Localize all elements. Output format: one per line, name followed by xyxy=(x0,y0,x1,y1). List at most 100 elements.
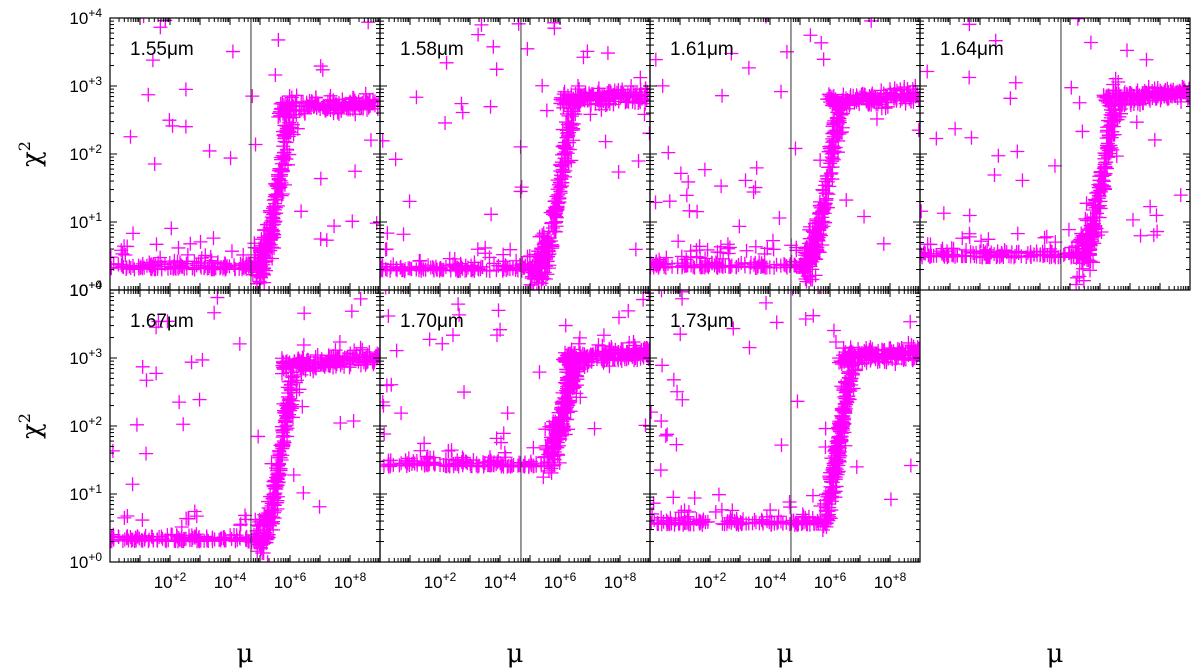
data-point xyxy=(905,353,920,368)
data-point xyxy=(818,421,833,436)
data-point xyxy=(818,440,833,455)
data-point xyxy=(797,264,812,279)
data-point xyxy=(936,206,951,221)
data-point xyxy=(331,350,346,365)
data-point xyxy=(739,243,754,258)
data-point xyxy=(1047,158,1062,173)
data-point xyxy=(698,515,713,530)
data-point xyxy=(402,457,417,472)
data-point xyxy=(217,532,232,547)
data-point xyxy=(801,509,816,524)
data-point xyxy=(202,143,217,158)
data-point xyxy=(650,405,658,420)
data-point xyxy=(803,28,818,43)
data-point xyxy=(301,353,316,368)
y-tick-label: 10+3 xyxy=(69,346,102,368)
data-point xyxy=(582,93,597,108)
data-point xyxy=(673,327,688,342)
data-point xyxy=(313,232,328,247)
data-point xyxy=(650,496,661,511)
data-point xyxy=(532,284,535,290)
data-point xyxy=(577,359,592,374)
data-point xyxy=(142,18,145,24)
data-point xyxy=(992,250,1007,265)
data-point xyxy=(660,427,675,442)
data-markers xyxy=(650,18,920,289)
data-point xyxy=(670,256,685,271)
data-point xyxy=(962,208,977,223)
data-point xyxy=(964,130,979,145)
data-point xyxy=(555,122,570,137)
data-point xyxy=(903,344,918,359)
data-point xyxy=(500,459,515,474)
data-point xyxy=(1070,18,1085,26)
x-axis-title: μ xyxy=(507,639,524,669)
data-point xyxy=(663,511,678,526)
data-point xyxy=(1048,250,1063,265)
data-point xyxy=(988,33,1003,48)
data-point xyxy=(763,503,778,518)
data-point xyxy=(748,515,763,530)
data-point xyxy=(176,417,191,432)
data-point xyxy=(380,395,390,410)
data-point xyxy=(819,169,834,184)
data-point xyxy=(551,195,566,210)
data-point xyxy=(1108,71,1123,86)
x-tick-label: 10+6 xyxy=(544,570,577,592)
data-point xyxy=(446,456,461,471)
data-point xyxy=(555,162,570,177)
data-point xyxy=(876,236,891,251)
data-point xyxy=(882,341,897,356)
data-point xyxy=(903,94,918,109)
data-point xyxy=(770,516,785,531)
data-point xyxy=(838,404,853,419)
data-point xyxy=(419,457,434,472)
axis-ticks xyxy=(649,290,920,563)
data-point xyxy=(765,233,780,248)
data-point xyxy=(275,439,290,454)
data-point xyxy=(533,265,548,280)
y-axis-title: χ2 xyxy=(15,141,47,167)
data-point xyxy=(611,164,626,179)
data-point xyxy=(168,261,183,276)
data-point xyxy=(1064,80,1079,95)
data-point xyxy=(658,428,673,443)
data-point xyxy=(477,455,492,470)
data-point xyxy=(693,516,708,531)
data-point xyxy=(890,346,905,361)
data-point xyxy=(711,487,726,502)
data-point xyxy=(731,257,746,272)
data-point xyxy=(296,485,311,500)
data-point xyxy=(1130,96,1145,111)
data-point xyxy=(1095,178,1110,193)
data-point xyxy=(362,345,377,360)
data-point xyxy=(403,261,418,276)
data-point xyxy=(1101,150,1115,165)
data-point xyxy=(539,103,554,118)
data-point xyxy=(806,308,821,323)
data-point xyxy=(769,315,784,330)
data-point xyxy=(803,238,818,253)
data-point xyxy=(833,448,848,463)
data-point xyxy=(149,237,164,252)
data-point xyxy=(766,242,781,257)
data-point xyxy=(1120,43,1135,58)
data-point xyxy=(1070,270,1085,285)
axis-ticks xyxy=(919,18,1190,291)
y-tick-label: 10+2 xyxy=(69,142,102,164)
data-point xyxy=(823,511,838,526)
data-point xyxy=(677,503,692,518)
data-point xyxy=(236,260,251,275)
data-point xyxy=(600,46,615,61)
data-point xyxy=(517,260,532,275)
data-point xyxy=(894,89,909,104)
data-point xyxy=(441,443,456,458)
data-point xyxy=(445,328,460,343)
data-point xyxy=(298,106,313,121)
data-point xyxy=(546,203,561,218)
data-point xyxy=(153,250,168,265)
data-point xyxy=(756,259,771,274)
data-point xyxy=(1171,84,1185,99)
data-point xyxy=(671,234,686,249)
panel-label: 1.73μm xyxy=(670,311,734,332)
